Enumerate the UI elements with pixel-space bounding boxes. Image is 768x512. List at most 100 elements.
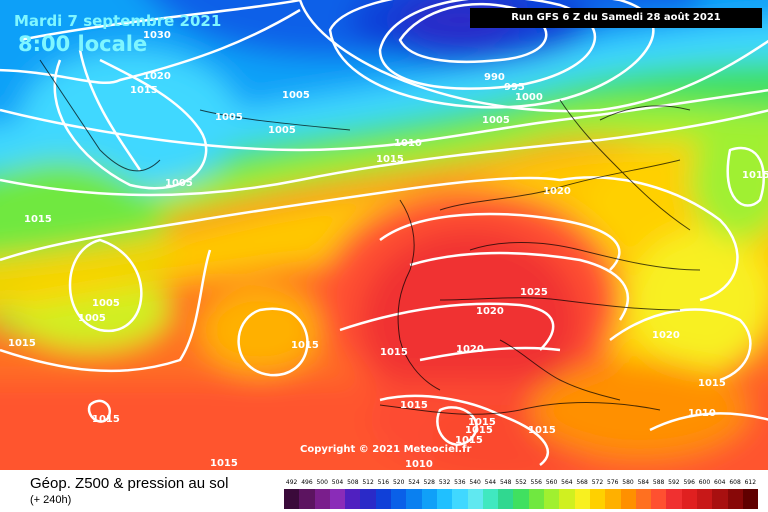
scale-swatch xyxy=(421,489,437,509)
parameter-title: Géop. Z500 & pression au sol xyxy=(30,475,229,492)
scale-label: 604 xyxy=(714,479,726,486)
scale-swatch xyxy=(513,489,529,509)
scale-label: 492 xyxy=(285,479,298,486)
weather-map: 1030 1020 1015 1005 1005 1005 1005 990 9… xyxy=(0,0,768,470)
label-1015: 1015 xyxy=(380,347,408,358)
label-1005: 1005 xyxy=(282,90,310,101)
label-1020: 1020 xyxy=(652,330,680,341)
label-1015: 1015 xyxy=(698,378,726,389)
label-1015: 1015 xyxy=(400,400,428,411)
scale-swatch xyxy=(452,489,468,509)
legend-footer: Géop. Z500 & pression au sol (+ 240h) 49… xyxy=(0,470,768,512)
scale-swatch xyxy=(605,489,621,509)
label-1015: 1015 xyxy=(8,338,36,349)
scale-label: 540 xyxy=(469,479,481,486)
scale-label: 496 xyxy=(301,479,313,486)
isobars xyxy=(0,0,768,465)
label-1025: 1025 xyxy=(520,287,548,298)
scale-label: 568 xyxy=(576,479,588,486)
label-1020: 1020 xyxy=(456,344,484,355)
label-1000: 1000 xyxy=(515,92,543,103)
label-1015: 1015 xyxy=(210,458,238,469)
label-1015: 1015 xyxy=(468,417,496,428)
label-1005: 1005 xyxy=(165,178,193,189)
scale-label: 500 xyxy=(316,479,328,486)
valid-time: 8:00 locale xyxy=(18,32,148,56)
scale-label: 532 xyxy=(438,479,451,486)
run-info-banner: Run GFS 6 Z du Samedi 28 août 2021 xyxy=(470,8,762,28)
scale-label: 588 xyxy=(652,479,665,486)
scale-label: 544 xyxy=(484,479,497,486)
scale-label: 572 xyxy=(591,479,604,486)
scale-label: 608 xyxy=(729,479,741,486)
label-1015: 1015 xyxy=(742,170,768,181)
color-shading xyxy=(0,0,768,470)
label-1010: 1010 xyxy=(394,138,422,149)
label-1015: 1015 xyxy=(291,340,319,351)
scale-label: 516 xyxy=(377,479,390,486)
scale-swatch xyxy=(284,489,300,509)
scale-label: 592 xyxy=(668,479,680,486)
scale-label: 512 xyxy=(362,479,374,486)
label-1030: 1030 xyxy=(143,30,171,41)
label-1015: 1015 xyxy=(455,435,483,446)
isobar-labels: 1030 1020 1015 1005 1005 1005 1005 990 9… xyxy=(8,30,768,470)
scale-label: 576 xyxy=(607,479,619,486)
scale-swatch xyxy=(635,489,652,509)
scale-swatch xyxy=(360,489,376,509)
scale-swatch xyxy=(589,489,606,509)
scale-swatch xyxy=(544,489,560,509)
scale-label: 584 xyxy=(637,479,650,486)
scale-swatch xyxy=(299,489,315,509)
forecast-step: (+ 240h) xyxy=(30,494,72,506)
label-1005: 1005 xyxy=(92,298,120,309)
coastlines xyxy=(39,59,701,415)
label-995: 995 xyxy=(504,82,525,93)
scale-swatch xyxy=(559,489,575,509)
label-1005: 1005 xyxy=(268,125,296,136)
scale-swatch xyxy=(345,489,361,509)
scale-label: 508 xyxy=(347,479,359,486)
label-1005: 1005 xyxy=(78,313,106,324)
scale-label: 548 xyxy=(499,479,512,486)
scale-label: 564 xyxy=(561,479,573,486)
color-scale-bar xyxy=(284,489,759,509)
scale-label: 504 xyxy=(331,479,344,486)
scale-swatch xyxy=(712,489,728,509)
scale-label: 536 xyxy=(454,479,466,486)
scale-swatch xyxy=(620,489,636,509)
scale-label: 560 xyxy=(545,479,558,486)
label-1005: 1005 xyxy=(482,115,510,126)
label-1020: 1020 xyxy=(143,71,171,82)
label-1015: 1015 xyxy=(24,214,52,225)
scale-label: 524 xyxy=(408,479,420,486)
scale-swatch xyxy=(375,489,392,509)
scale-label: 556 xyxy=(530,479,542,486)
scale-swatch xyxy=(482,489,499,509)
label-1005: 1005 xyxy=(215,112,243,123)
scale-label: 552 xyxy=(515,479,527,486)
color-scale-labels: 492 496 500 504 508 512 516 520 524 528 532 536 540 5… xyxy=(284,479,758,489)
scale-swatch xyxy=(314,489,330,509)
geopotential-field: 1030 1020 1015 1005 1005 1005 1005 990 9… xyxy=(0,0,768,470)
label-1010: 1010 xyxy=(688,408,716,419)
scale-swatch xyxy=(528,489,545,509)
scale-swatch xyxy=(651,489,667,509)
valid-date: Mardi 7 septembre 2021 xyxy=(14,12,222,30)
scale-swatch xyxy=(742,489,759,509)
label-1020: 1020 xyxy=(476,306,504,317)
scale-swatch xyxy=(406,489,422,509)
label-1010: 1010 xyxy=(405,459,433,470)
label-1015: 1015 xyxy=(465,425,493,436)
label-1015: 1015 xyxy=(130,85,158,96)
scale-swatch xyxy=(727,489,743,509)
scale-swatch xyxy=(391,489,407,509)
label-1020: 1020 xyxy=(543,186,571,197)
scale-label: 612 xyxy=(744,479,757,486)
scale-swatch xyxy=(467,489,483,509)
scale-swatch xyxy=(681,489,698,509)
scale-swatch xyxy=(329,489,346,509)
scale-label: 528 xyxy=(423,479,435,486)
scale-swatch xyxy=(666,489,682,509)
label-1015: 1015 xyxy=(92,414,120,425)
